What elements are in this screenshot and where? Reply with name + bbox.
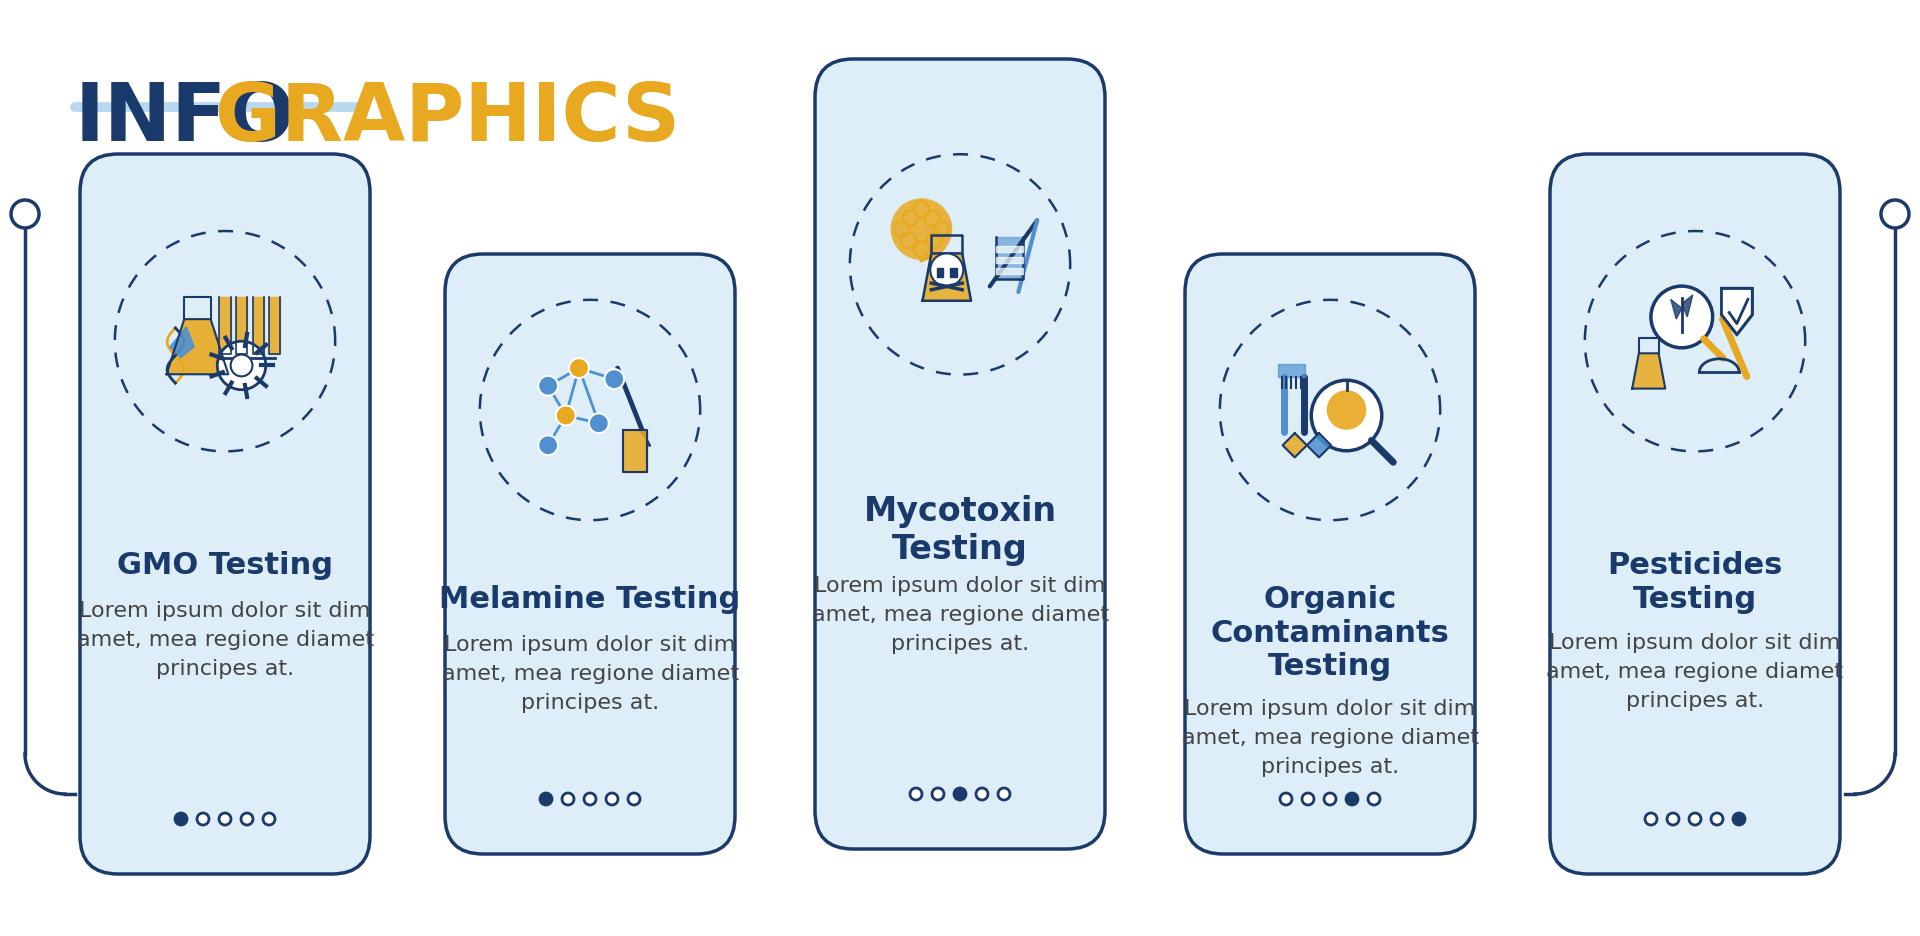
Circle shape: [605, 370, 624, 389]
Text: Mycotoxin
Testing: Mycotoxin Testing: [864, 494, 1056, 565]
Circle shape: [1346, 793, 1357, 805]
Polygon shape: [922, 254, 972, 301]
FancyBboxPatch shape: [814, 60, 1106, 849]
Circle shape: [175, 813, 186, 826]
Circle shape: [1327, 390, 1367, 431]
Circle shape: [931, 254, 964, 287]
Circle shape: [1302, 793, 1313, 805]
Circle shape: [538, 436, 559, 456]
Circle shape: [1325, 793, 1336, 805]
Polygon shape: [253, 298, 263, 355]
Circle shape: [263, 813, 275, 826]
Polygon shape: [996, 257, 1023, 264]
Text: Lorem ipsum dolor sit dim
amet, mea regione diamet
principes at.: Lorem ipsum dolor sit dim amet, mea regi…: [442, 635, 739, 712]
Circle shape: [219, 813, 230, 826]
Text: Lorem ipsum dolor sit dim
amet, mea regione diamet
principes at.: Lorem ipsum dolor sit dim amet, mea regi…: [77, 600, 374, 678]
Circle shape: [931, 788, 945, 800]
Circle shape: [555, 406, 576, 426]
Circle shape: [584, 793, 595, 805]
Polygon shape: [1279, 364, 1306, 377]
Polygon shape: [219, 298, 230, 355]
Circle shape: [1281, 793, 1292, 805]
Circle shape: [607, 793, 618, 805]
Text: Pesticides
Testing: Pesticides Testing: [1607, 550, 1782, 613]
Polygon shape: [1670, 300, 1682, 320]
Circle shape: [568, 358, 589, 379]
Text: GRAPHICS: GRAPHICS: [215, 80, 680, 158]
Circle shape: [12, 201, 38, 228]
FancyBboxPatch shape: [1185, 255, 1475, 854]
Circle shape: [217, 342, 265, 390]
Circle shape: [954, 788, 966, 800]
Circle shape: [910, 788, 922, 800]
Text: INFO: INFO: [75, 80, 296, 158]
Text: Lorem ipsum dolor sit dim
amet, mea regione diamet
principes at.: Lorem ipsum dolor sit dim amet, mea regi…: [1181, 698, 1478, 776]
Polygon shape: [1722, 289, 1753, 335]
Polygon shape: [624, 431, 647, 472]
Text: GMO Testing: GMO Testing: [117, 550, 332, 579]
Circle shape: [1882, 201, 1908, 228]
Circle shape: [628, 793, 639, 805]
Circle shape: [198, 813, 209, 826]
Circle shape: [230, 355, 252, 377]
Text: Lorem ipsum dolor sit dim
amet, mea regione diamet
principes at.: Lorem ipsum dolor sit dim amet, mea regi…: [1546, 633, 1843, 709]
Circle shape: [538, 376, 559, 396]
Circle shape: [1734, 813, 1745, 826]
Polygon shape: [996, 238, 1023, 280]
Circle shape: [1367, 793, 1380, 805]
Circle shape: [540, 793, 553, 805]
Circle shape: [1667, 813, 1678, 826]
Circle shape: [1711, 813, 1722, 826]
Polygon shape: [996, 269, 1023, 275]
Circle shape: [563, 793, 574, 805]
Circle shape: [1651, 286, 1713, 348]
Polygon shape: [169, 328, 194, 358]
Polygon shape: [996, 246, 1023, 253]
Circle shape: [891, 199, 952, 261]
Polygon shape: [167, 320, 228, 374]
Circle shape: [1645, 813, 1657, 826]
Text: Organic
Contaminants
Testing: Organic Contaminants Testing: [1212, 584, 1450, 680]
Text: Lorem ipsum dolor sit dim
amet, mea regione diamet
principes at.: Lorem ipsum dolor sit dim amet, mea regi…: [812, 576, 1108, 653]
FancyBboxPatch shape: [445, 255, 735, 854]
Circle shape: [589, 414, 609, 433]
Polygon shape: [236, 298, 248, 355]
Text: Melamine Testing: Melamine Testing: [440, 584, 741, 613]
Polygon shape: [1308, 433, 1331, 458]
FancyBboxPatch shape: [81, 154, 371, 874]
Polygon shape: [269, 298, 280, 355]
FancyBboxPatch shape: [1549, 154, 1839, 874]
Circle shape: [1690, 813, 1701, 826]
Circle shape: [998, 788, 1010, 800]
Polygon shape: [1283, 433, 1308, 458]
Circle shape: [975, 788, 989, 800]
Circle shape: [242, 813, 253, 826]
Circle shape: [1311, 381, 1382, 451]
Polygon shape: [1682, 296, 1693, 317]
Polygon shape: [1632, 354, 1665, 389]
